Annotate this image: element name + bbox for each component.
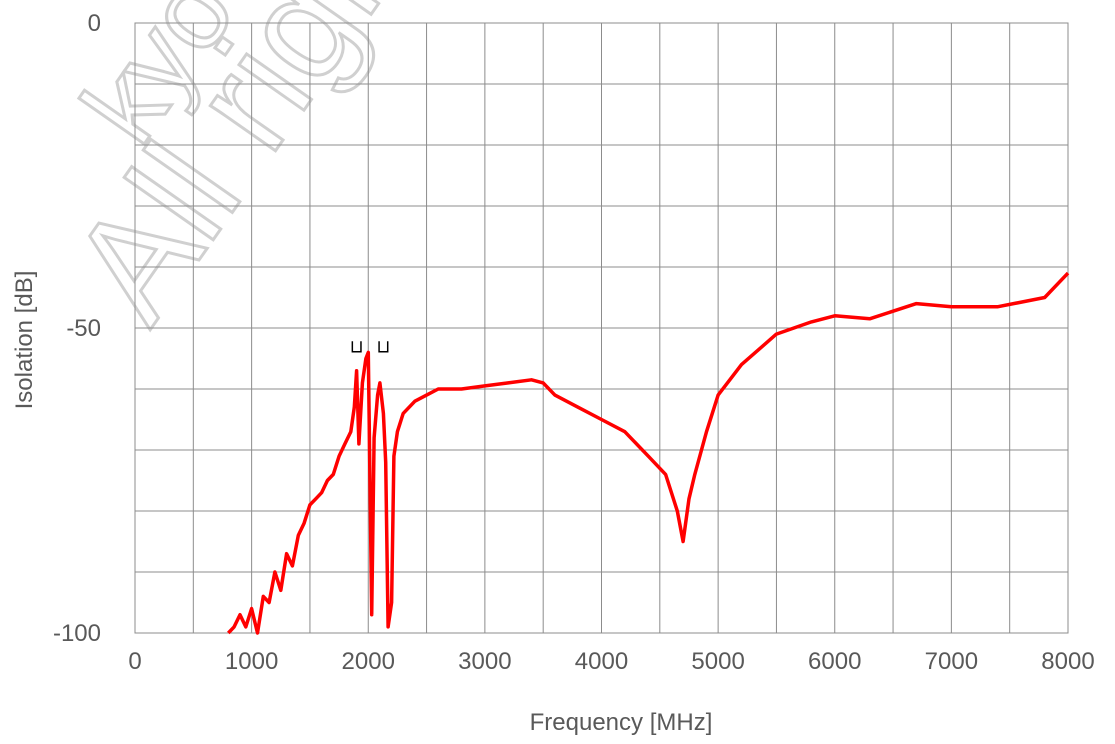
marker-annotation: ⊔ — [376, 336, 390, 357]
x-tick-label: 0 — [128, 648, 141, 675]
series-line — [227, 271, 1070, 635]
x-tick-label: 8000 — [1041, 648, 1094, 675]
x-axis-ticks: 0 1000 2000 3000 4000 5000 6000 7000 8000 — [128, 648, 1094, 675]
marker-layer: ⊔ ⊔ — [350, 336, 391, 357]
x-tick-label: 4000 — [575, 648, 628, 675]
plot-frame — [134, 22, 1069, 634]
x-tick-label: 3000 — [458, 648, 511, 675]
x-tick-label: 7000 — [925, 648, 978, 675]
y-tick-label: -100 — [53, 620, 101, 647]
y-axis-ticks: 0 -50 -100 — [53, 10, 101, 647]
plot-area-border — [134, 22, 1069, 634]
y-axis-label: Isolation [dB] — [11, 271, 38, 410]
marker-annotation: ⊔ — [350, 336, 364, 357]
y-tick-label: -50 — [66, 315, 101, 342]
x-tick-label: 5000 — [691, 648, 744, 675]
x-tick-label: 1000 — [225, 648, 278, 675]
watermark: All right kyoc — [37, 0, 465, 350]
y-tick-label: 0 — [88, 10, 101, 37]
series-layer — [227, 271, 1070, 635]
x-tick-label: 6000 — [808, 648, 861, 675]
x-axis-label: Frequency [MHz] — [530, 709, 713, 736]
x-tick-label: 2000 — [342, 648, 395, 675]
